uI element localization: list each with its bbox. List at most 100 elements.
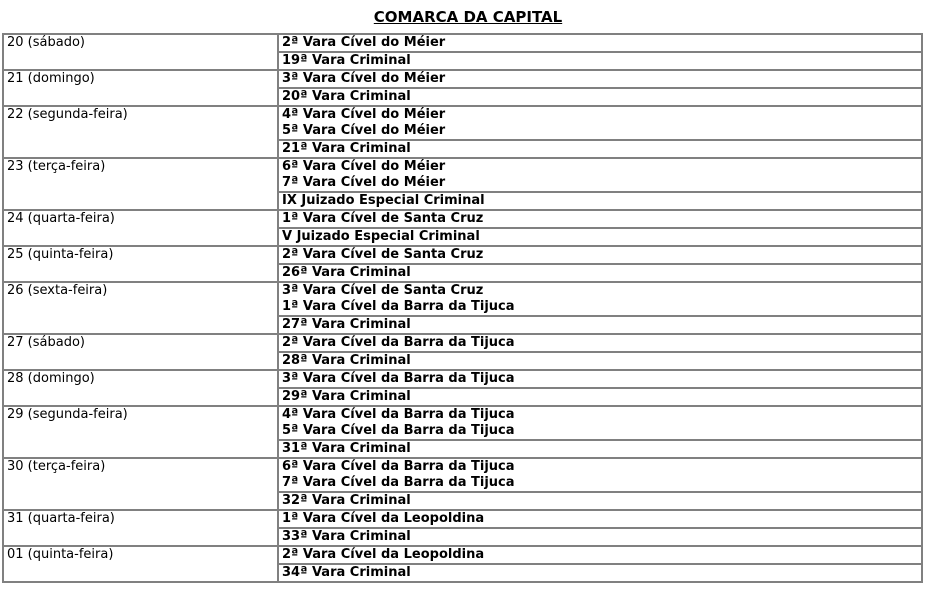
court-cell: 1ª Vara Cível de Santa Cruz (278, 210, 922, 228)
table-row: 32ª Vara Criminal (3, 492, 922, 510)
court-line: 1ª Vara Cível da Leopoldina (282, 511, 485, 526)
court-cell: 1ª Vara Cível da Leopoldina (278, 510, 922, 528)
court-line: 3ª Vara Cível da Barra da Tijuca (282, 371, 515, 386)
schedule-table: 20 (sábado) 2ª Vara Cível do Méier 19ª Var… (2, 33, 923, 583)
table-row: 28ª Vara Criminal (3, 352, 922, 370)
table-row: 27ª Vara Criminal (3, 316, 922, 334)
court-cell: 21ª Vara Criminal (278, 140, 922, 158)
table-row: IX Juizado Especial Criminal (3, 192, 922, 210)
table-row: 25 (quinta-feira) 2ª Vara Cível de Santa … (3, 246, 922, 282)
table-row: 01 (quinta-feira) 2ª Vara Cível da Leopol… (3, 546, 922, 582)
court-line: 2ª Vara Cível de Santa Cruz (282, 247, 484, 262)
court-cell: 3ª Vara Cível do Méier (278, 70, 922, 88)
court-line: 4ª Vara Cível do Méier (282, 107, 446, 122)
document-page: COMARCA DA CAPITAL 20 (sábado) 2ª Vara Cí… (0, 8, 936, 597)
court-cell: 2ª Vara Cível do Méier (278, 34, 922, 52)
court-cell: 6ª Vara Cível da Barra da Tijuca 7ª Vara … (278, 458, 922, 492)
court-line: 19ª Vara Criminal (282, 53, 411, 68)
table-row: 24 (quarta-feira) 1ª Vara Cível de Santa … (3, 210, 922, 246)
court-line: 2ª Vara Cível do Méier (282, 35, 446, 50)
table-row: 33ª Vara Criminal (3, 528, 922, 546)
date-cell: 01 (quinta-feira) (3, 546, 278, 582)
date-cell: 23 (terça-feira) (3, 158, 278, 210)
table-row: V Juizado Especial Criminal (3, 228, 922, 246)
court-cell: V Juizado Especial Criminal (278, 228, 922, 246)
court-cell: 29ª Vara Criminal (278, 388, 922, 406)
court-line: 6ª Vara Cível do Méier (282, 159, 446, 174)
court-line: IX Juizado Especial Criminal (282, 193, 485, 208)
table-row: 28 (domingo) 3ª Vara Cível da Barra da Ti… (3, 370, 922, 406)
court-line: 31ª Vara Criminal (282, 441, 411, 456)
court-line: 2ª Vara Cível da Leopoldina (282, 547, 485, 562)
court-line: 6ª Vara Cível da Barra da Tijuca (282, 459, 515, 474)
court-line: 29ª Vara Criminal (282, 389, 411, 404)
table-row: 29ª Vara Criminal (3, 388, 922, 406)
date-cell: 24 (quarta-feira) (3, 210, 278, 246)
court-cell: 32ª Vara Criminal (278, 492, 922, 510)
date-cell: 20 (sábado) (3, 34, 278, 70)
schedule-table-body: 20 (sábado) 2ª Vara Cível do Méier 19ª Var… (3, 34, 922, 582)
court-line: 5ª Vara Cível do Méier (282, 123, 446, 138)
table-row: 23 (terça-feira) 6ª Vara Cível do Méier 7ª… (3, 158, 922, 210)
date-cell: 31 (quarta-feira) (3, 510, 278, 546)
court-line: 1ª Vara Cível de Santa Cruz (282, 211, 484, 226)
table-row: 20ª Vara Criminal (3, 88, 922, 106)
court-cell: 4ª Vara Cível da Barra da Tijuca 5ª Vara … (278, 406, 922, 440)
court-line: 26ª Vara Criminal (282, 265, 411, 280)
court-line: 1ª Vara Cível da Barra da Tijuca (282, 299, 515, 314)
court-line: 33ª Vara Criminal (282, 529, 411, 544)
court-cell: 2ª Vara Cível da Leopoldina (278, 546, 922, 564)
date-cell: 28 (domingo) (3, 370, 278, 406)
table-row: 34ª Vara Criminal (3, 564, 922, 582)
court-line: 4ª Vara Cível da Barra da Tijuca (282, 407, 515, 422)
table-row: 27 (sábado) 2ª Vara Cível da Barra da Tij… (3, 334, 922, 370)
date-cell: 21 (domingo) (3, 70, 278, 106)
table-row: 21 (domingo) 3ª Vara Cível do Méier (3, 70, 922, 106)
court-line: V Juizado Especial Criminal (282, 229, 480, 244)
table-row: 31 (quarta-feira) 1ª Vara Cível da Leopol… (3, 510, 922, 546)
court-cell: 27ª Vara Criminal (278, 316, 922, 334)
court-line: 3ª Vara Cível do Méier (282, 71, 446, 86)
table-row: 22 (segunda-feira) 4ª Vara Cível do Méier… (3, 106, 922, 158)
court-cell: 33ª Vara Criminal (278, 528, 922, 546)
table-row: 29 (segunda-feira) 4ª Vara Cível da Barra… (3, 406, 922, 458)
court-line: 28ª Vara Criminal (282, 353, 411, 368)
date-cell: 26 (sexta-feira) (3, 282, 278, 334)
court-line: 2ª Vara Cível da Barra da Tijuca (282, 335, 515, 350)
court-cell: 31ª Vara Criminal (278, 440, 922, 458)
court-line: 5ª Vara Cível da Barra da Tijuca (282, 423, 515, 438)
court-cell: 26ª Vara Criminal (278, 264, 922, 282)
date-cell: 27 (sábado) (3, 334, 278, 370)
table-row: 26 (sexta-feira) 3ª Vara Cível de Santa C… (3, 282, 922, 334)
date-cell: 25 (quinta-feira) (3, 246, 278, 282)
court-line: 27ª Vara Criminal (282, 317, 411, 332)
date-cell: 22 (segunda-feira) (3, 106, 278, 158)
court-line: 7ª Vara Cível do Méier (282, 175, 446, 190)
date-cell: 29 (segunda-feira) (3, 406, 278, 458)
court-cell: 19ª Vara Criminal (278, 52, 922, 70)
court-cell: 4ª Vara Cível do Méier 5ª Vara Cível do M… (278, 106, 922, 140)
court-line: 7ª Vara Cível da Barra da Tijuca (282, 475, 515, 490)
court-line: 32ª Vara Criminal (282, 493, 411, 508)
court-cell: 20ª Vara Criminal (278, 88, 922, 106)
table-row: 26ª Vara Criminal (3, 264, 922, 282)
court-cell: IX Juizado Especial Criminal (278, 192, 922, 210)
court-cell: 3ª Vara Cível da Barra da Tijuca (278, 370, 922, 388)
court-line: 34ª Vara Criminal (282, 565, 411, 580)
court-cell: 2ª Vara Cível de Santa Cruz (278, 246, 922, 264)
date-cell: 30 (terça-feira) (3, 458, 278, 510)
court-cell: 6ª Vara Cível do Méier 7ª Vara Cível do M… (278, 158, 922, 192)
court-line: 21ª Vara Criminal (282, 141, 411, 156)
court-line: 20ª Vara Criminal (282, 89, 411, 104)
table-row: 30 (terça-feira) 6ª Vara Cível da Barra d… (3, 458, 922, 510)
court-cell: 28ª Vara Criminal (278, 352, 922, 370)
table-row: 20 (sábado) 2ª Vara Cível do Méier (3, 34, 922, 70)
court-cell: 34ª Vara Criminal (278, 564, 922, 582)
court-cell: 3ª Vara Cível de Santa Cruz 1ª Vara Cível… (278, 282, 922, 316)
table-row: 19ª Vara Criminal (3, 52, 922, 70)
table-row: 31ª Vara Criminal (3, 440, 922, 458)
table-row: 21ª Vara Criminal (3, 140, 922, 158)
court-line: 3ª Vara Cível de Santa Cruz (282, 283, 484, 298)
court-cell: 2ª Vara Cível da Barra da Tijuca (278, 334, 922, 352)
page-title: COMARCA DA CAPITAL (373, 8, 563, 26)
